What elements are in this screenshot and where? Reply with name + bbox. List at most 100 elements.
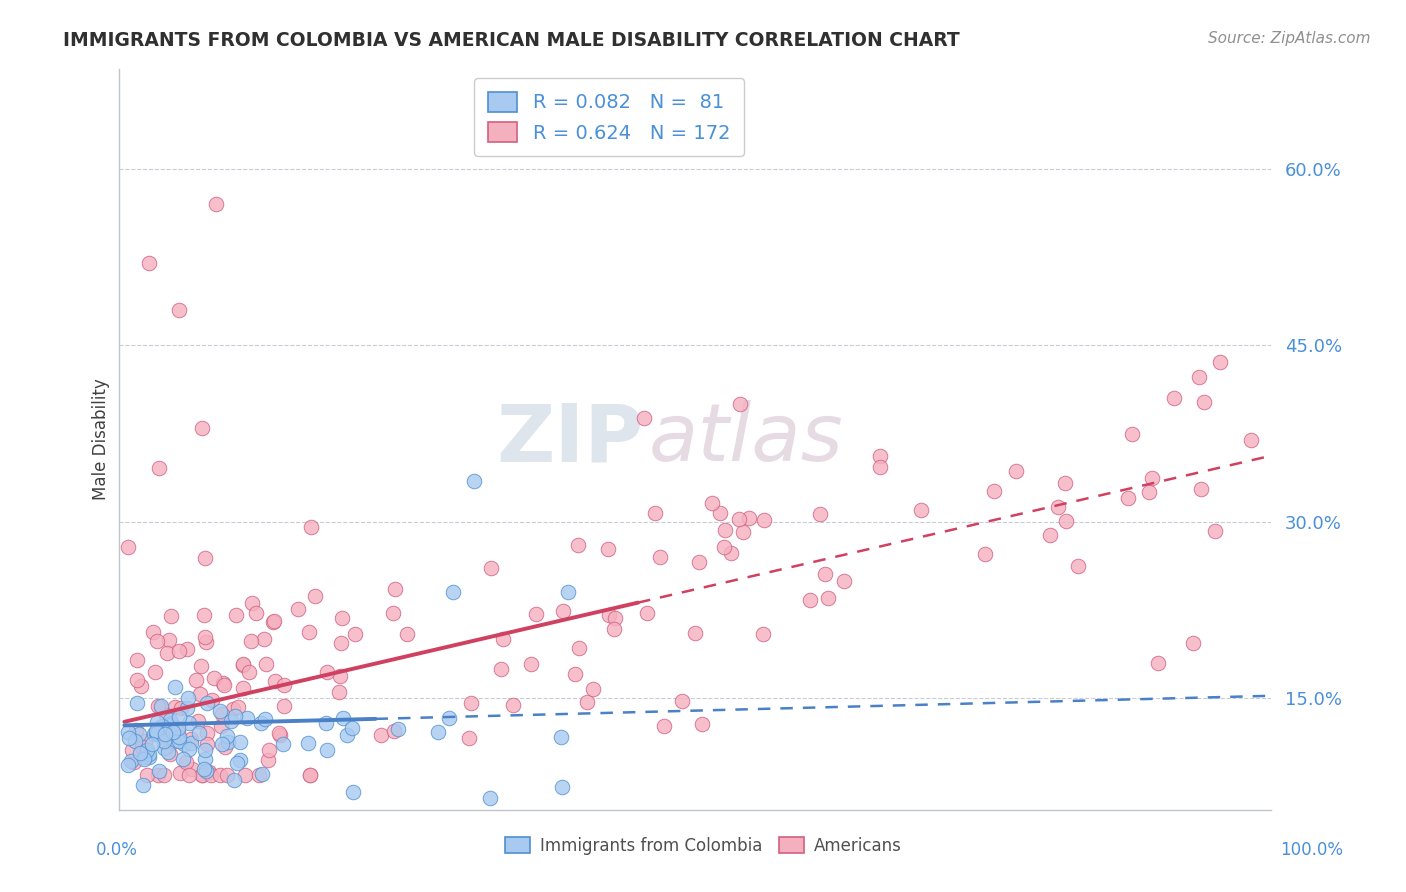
Point [129,746,152,760]
Point [315,715,337,730]
Point [146,698,169,713]
Point [304,589,326,603]
Point [229,753,252,767]
Point [124,733,146,747]
Point [128,727,150,741]
Point [169,734,191,748]
Point [384,582,406,596]
Point [169,302,191,317]
Point [148,764,170,778]
Point [149,700,172,714]
Point [194,635,217,649]
Point [263,614,285,628]
Legend: R = 0.082   N =  81, R = 0.624   N = 172: R = 0.082 N = 81, R = 0.624 N = 172 [474,78,744,156]
Point [125,723,148,738]
Point [191,768,214,782]
Point [155,708,177,723]
Point [245,606,267,620]
Point [127,696,149,710]
Point [269,726,291,740]
Point [1067,558,1090,573]
Point [193,762,215,776]
Point [603,611,626,625]
Point [808,507,831,521]
Point [1147,656,1170,670]
Point [713,541,735,555]
Point [131,740,153,755]
Point [179,741,201,756]
Point [238,665,260,680]
Point [159,747,181,762]
Point [598,607,620,622]
Point [315,743,337,757]
Point [1121,427,1143,442]
Point [135,745,157,759]
Point [142,625,165,640]
Point [253,712,276,726]
Point [262,615,284,629]
Point [191,420,214,434]
Point [166,724,188,739]
Point [240,596,263,610]
Point [633,410,655,425]
Point [225,608,247,623]
Point [117,540,139,554]
Point [727,512,749,526]
Point [211,737,233,751]
Point [395,627,418,641]
Point [273,678,295,692]
Point [1181,636,1204,650]
Point [1047,500,1070,515]
Point [257,753,280,767]
Point [974,548,997,562]
Point [799,593,821,607]
Point [177,768,200,782]
Text: Source: ZipAtlas.com: Source: ZipAtlas.com [1208,31,1371,46]
Point [167,730,190,744]
Point [160,725,183,739]
Point [157,632,180,647]
Point [226,699,249,714]
Point [195,696,218,710]
Point [224,708,246,723]
Point [524,607,547,621]
Point [232,657,254,672]
Point [598,542,620,557]
Point [297,736,319,750]
Point [273,699,295,714]
Point [683,626,706,640]
Point [463,474,485,488]
Point [156,739,179,753]
Point [489,662,512,676]
Point [298,625,321,640]
Point [869,460,891,475]
Point [832,574,855,588]
Point [564,666,586,681]
Point [228,734,250,748]
Point [247,768,270,782]
Point [1140,471,1163,485]
Point [194,550,217,565]
Point [219,714,242,728]
Point [752,512,775,526]
Point [156,646,179,660]
Point [153,731,176,746]
Point [165,680,187,694]
Point [387,723,409,737]
Point [342,721,364,735]
Text: IMMIGRANTS FROM COLOMBIA VS AMERICAN MALE DISABILITY CORRELATION CHART: IMMIGRANTS FROM COLOMBIA VS AMERICAN MAL… [63,31,960,50]
Point [330,611,353,625]
Point [146,725,169,739]
Point [117,758,139,772]
Point [195,737,218,751]
Point [169,765,191,780]
Point [236,711,259,725]
Point [479,561,502,575]
Point [163,699,186,714]
Point [382,723,405,738]
Point [381,607,404,621]
Point [233,768,256,782]
Point [209,718,232,732]
Point [157,745,180,759]
Point [163,733,186,747]
